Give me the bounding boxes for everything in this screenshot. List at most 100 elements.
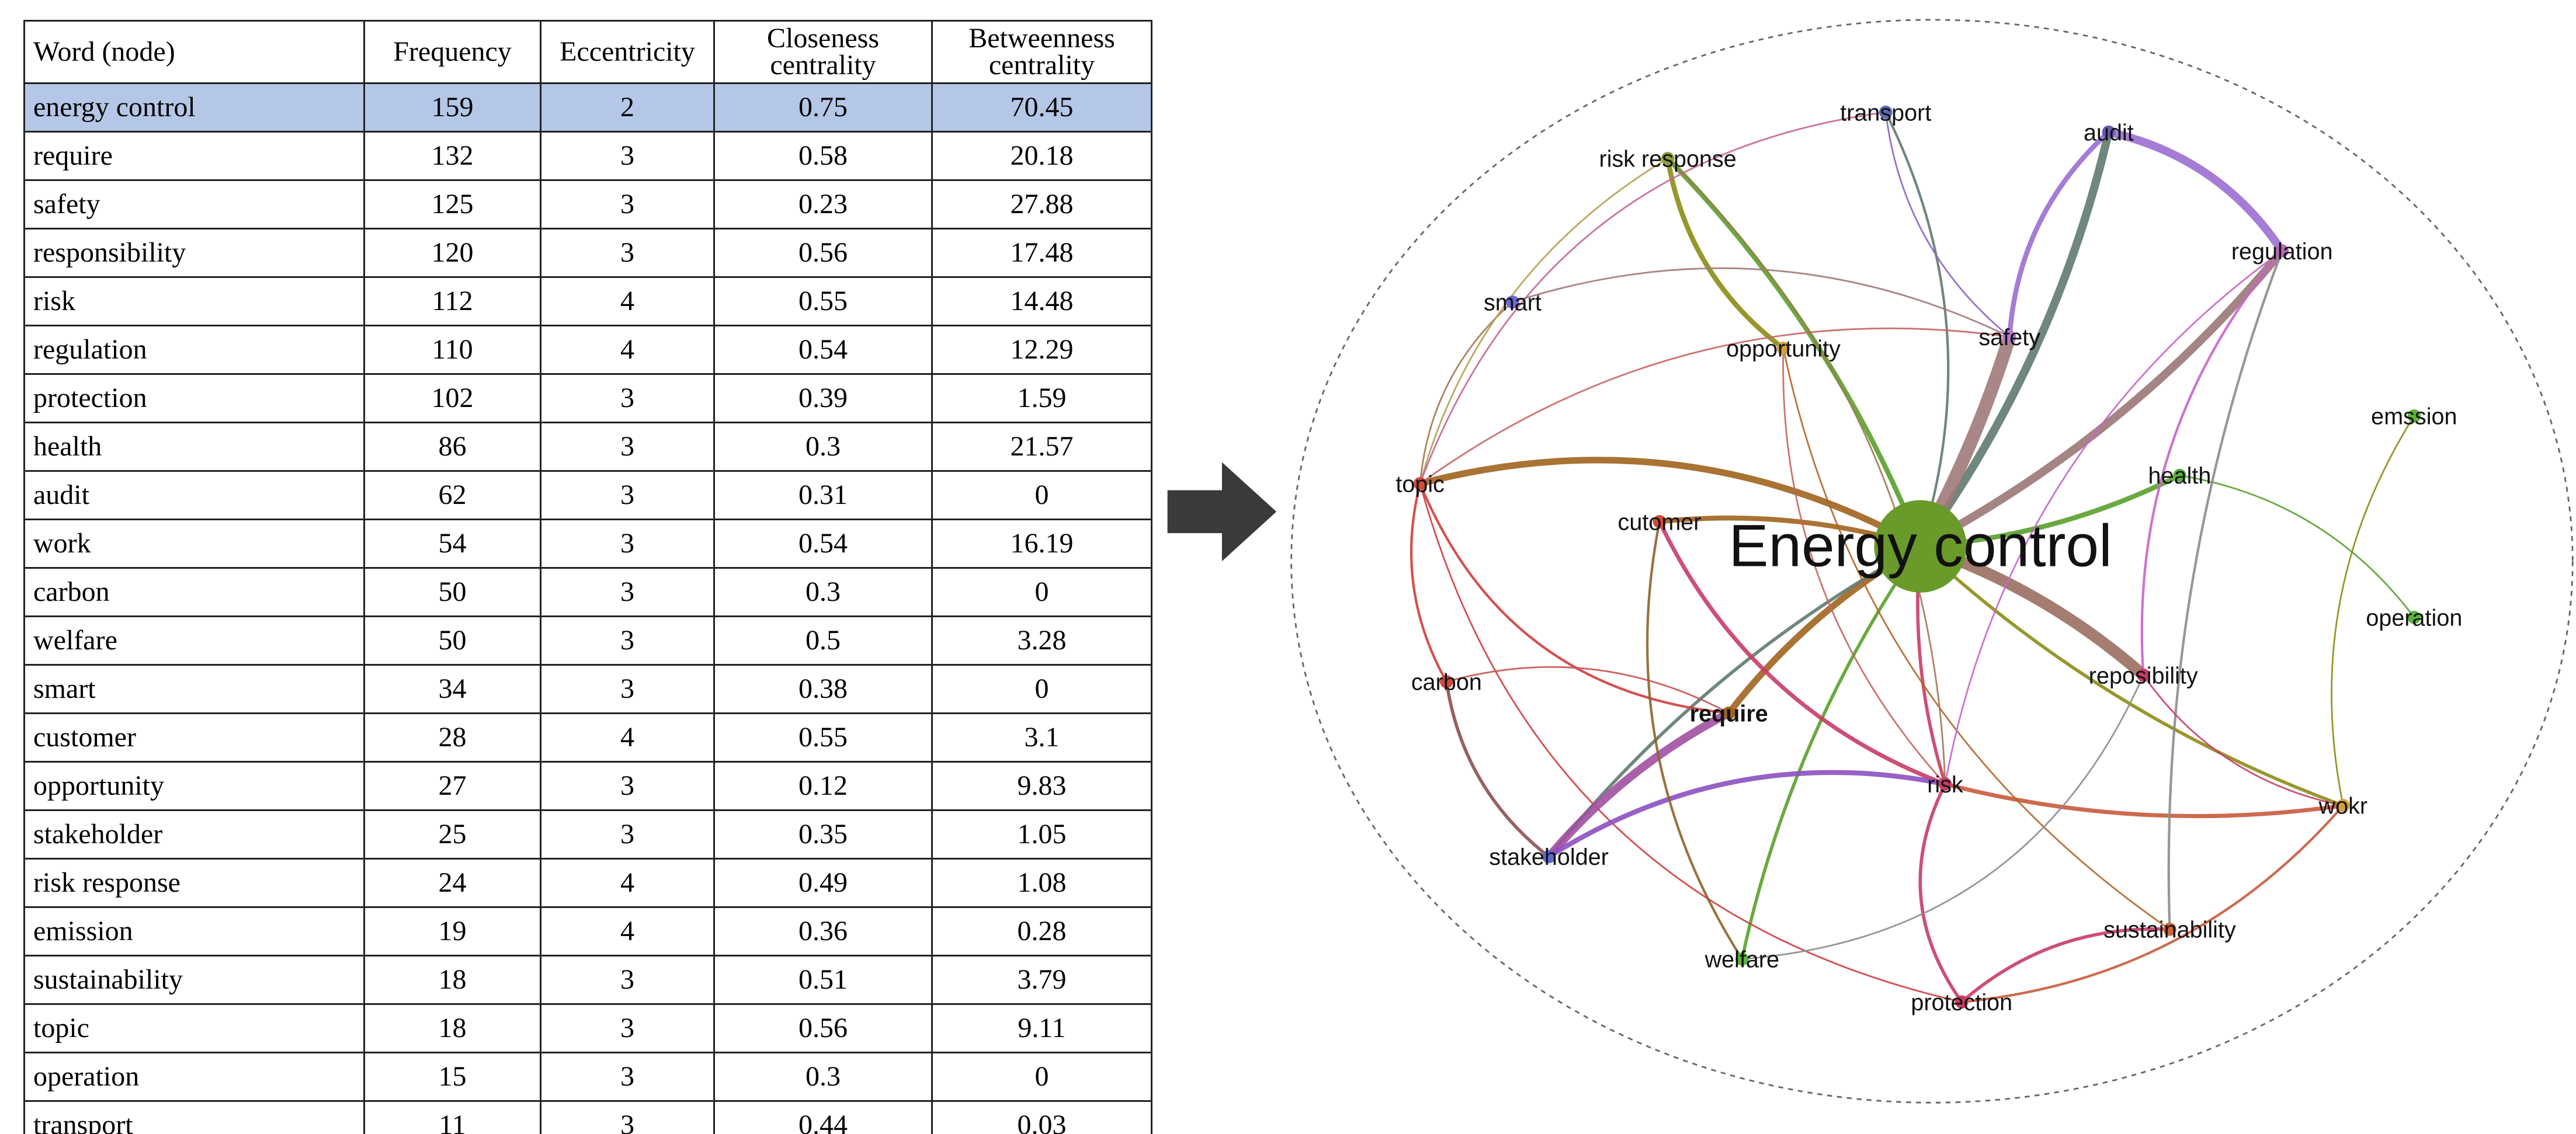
table-cell: 110	[363, 325, 541, 375]
table-cell: 16.19	[931, 519, 1152, 569]
table-cell: 20.18	[931, 131, 1152, 181]
edge	[2108, 128, 2286, 253]
table-cell: topic	[23, 1003, 365, 1053]
table-cell: 18	[363, 955, 541, 1005]
node	[1938, 777, 1952, 791]
node-label: regulation	[2231, 239, 2333, 265]
table-cell: 102	[363, 373, 541, 423]
arrow	[1167, 462, 1277, 562]
node	[2136, 668, 2150, 682]
node	[1506, 295, 1519, 309]
table-cell: 4	[540, 276, 715, 326]
edge	[2140, 250, 2283, 676]
node	[1413, 476, 1427, 491]
table-cell: 125	[363, 179, 541, 229]
table-row: welfare 50 3 0.5 3.28	[23, 615, 1152, 666]
table-cell: 0.55	[713, 712, 933, 763]
edge	[1512, 267, 2010, 338]
table-cell: smart	[23, 664, 365, 714]
table-cell: 0.54	[713, 519, 933, 569]
node	[2407, 409, 2421, 423]
table-cell: 3	[540, 422, 715, 472]
edge	[1919, 545, 2344, 808]
edge	[2143, 674, 2344, 806]
table-row: carbon 50 3 0.3 0	[23, 567, 1152, 617]
table-cell: 28	[363, 712, 541, 763]
table-row: energy control 159 2 0.75 70.45	[23, 82, 1152, 133]
table-cell: 4	[540, 325, 715, 375]
table-cell: 3	[540, 470, 715, 520]
table-cell: 0.51	[713, 955, 933, 1005]
node-label: smart	[1484, 290, 1542, 315]
edge	[1445, 681, 1550, 858]
edge	[1667, 158, 1946, 784]
header-row: Word (node) Frequency Eccentricity Closenes…	[23, 20, 1152, 84]
metrics-table: Word (node) Frequency Eccentricity Closenes…	[23, 20, 1152, 1134]
edge	[1742, 674, 2144, 960]
table-cell: safety	[23, 179, 365, 229]
table-cell: stakeholder	[23, 809, 365, 860]
edge	[1419, 457, 1922, 549]
table-row: emission 19 4 0.36 0.28	[23, 906, 1152, 956]
edge	[1646, 521, 1744, 960]
table-cell: regulation	[23, 325, 365, 375]
edge	[1945, 782, 2344, 819]
edge	[1409, 483, 1448, 683]
table-cell: 4	[540, 906, 715, 956]
table-cell: 1.59	[931, 373, 1152, 423]
table-row: operation 15 3 0.3 0	[23, 1052, 1152, 1102]
node-label: topic	[1395, 471, 1445, 497]
table-cell: 19	[363, 906, 541, 956]
table-cell: 17.48	[931, 228, 1152, 278]
edge	[1546, 709, 1731, 860]
node	[1661, 152, 1675, 165]
edge	[1446, 666, 1730, 714]
node	[2407, 610, 2421, 624]
table-cell: 0.35	[713, 809, 933, 860]
table-cell: 1.08	[931, 858, 1152, 908]
table-cell: transport	[23, 1100, 365, 1134]
node	[1955, 995, 1969, 1009]
node-label: wokr	[2318, 794, 2368, 819]
table-row: health 86 3 0.3 21.57	[23, 422, 1152, 472]
node-label: emssion	[2371, 403, 2457, 429]
edge	[1917, 131, 2113, 549]
table-cell: 4	[540, 858, 715, 908]
node	[1735, 952, 1749, 966]
table-cell: 3	[540, 955, 715, 1005]
node	[1874, 500, 1967, 593]
table-cell: work	[23, 519, 365, 569]
table-cell: 0.56	[713, 228, 933, 278]
table-cell: 3	[540, 179, 715, 229]
table-cell: 3	[540, 1003, 715, 1053]
node-label: opportunity	[1726, 336, 1841, 362]
edge	[1918, 248, 2286, 550]
node-label: require	[1690, 701, 1768, 726]
table-cell: 3	[540, 615, 715, 666]
table-row: responsibility 120 3 0.56 17.48	[23, 228, 1152, 278]
table-cell: 70.45	[931, 82, 1152, 133]
table-cell: 0.55	[713, 276, 933, 326]
table-cell: 0	[931, 1052, 1152, 1102]
table-cell: 0.3	[713, 1052, 933, 1102]
table-row: opportunity 27 3 0.12 9.83	[23, 761, 1152, 811]
table-cell: 3	[540, 1052, 715, 1102]
table-row: customer 28 4 0.55 3.1	[23, 712, 1152, 763]
table-cell: 3	[540, 809, 715, 860]
edge	[1419, 327, 2010, 485]
edge	[2007, 130, 2110, 337]
node	[2002, 330, 2016, 343]
table-cell: 27.88	[931, 179, 1152, 229]
table-cell: 27	[363, 761, 541, 811]
table-cell: 0	[931, 470, 1152, 520]
table-cell: 18	[363, 1003, 541, 1053]
node-label: risk response	[1599, 147, 1737, 172]
table-cell: 112	[363, 276, 541, 326]
table-cell: 62	[363, 470, 541, 520]
edge	[2331, 415, 2415, 806]
table-cell: 0.28	[931, 906, 1152, 956]
table-cell: 50	[363, 567, 541, 617]
table-cell: 0	[931, 567, 1152, 617]
edge	[2179, 474, 2415, 618]
table-cell: 21.57	[931, 422, 1152, 472]
